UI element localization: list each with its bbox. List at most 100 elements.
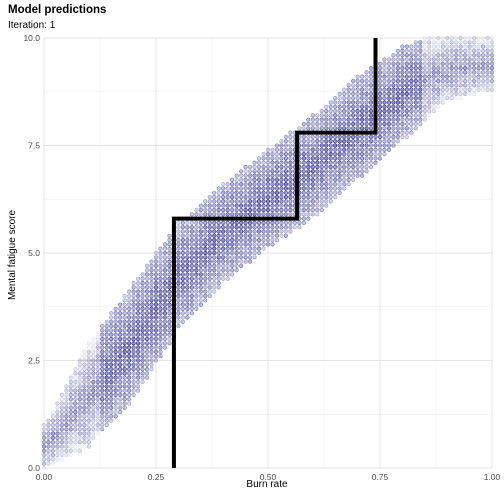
data-point (189, 233, 194, 238)
data-point (368, 160, 374, 165)
data-point (189, 255, 194, 260)
data-point (131, 358, 136, 363)
data-point (140, 272, 145, 277)
data-point (467, 74, 472, 79)
data-point (337, 126, 342, 131)
data-point (153, 345, 159, 350)
data-point (118, 367, 123, 372)
data-point (158, 328, 163, 333)
data-point (431, 91, 436, 96)
data-point (86, 367, 91, 372)
data-point (185, 272, 190, 277)
data-point (91, 427, 96, 432)
data-point (109, 319, 114, 324)
data-point (324, 126, 329, 131)
data-point (400, 57, 405, 62)
data-point (333, 156, 338, 161)
data-point (127, 384, 132, 389)
data-point (167, 263, 172, 269)
data-point (91, 384, 96, 389)
data-point (382, 65, 387, 71)
data-point (463, 78, 468, 84)
data-point (109, 315, 114, 320)
data-point (337, 113, 342, 118)
data-point (64, 435, 69, 441)
data-point (122, 349, 127, 355)
data-point (109, 414, 114, 419)
data-point (95, 375, 100, 380)
data-point (162, 311, 168, 316)
data-point (297, 220, 302, 225)
data-point (185, 281, 190, 286)
data-point (127, 298, 132, 303)
data-point (207, 238, 212, 243)
data-point (234, 173, 239, 178)
data-point (328, 134, 333, 139)
data-point (243, 199, 248, 204)
data-point (59, 427, 65, 432)
data-point (431, 104, 436, 109)
data-point (153, 255, 159, 260)
data-point (422, 40, 427, 45)
data-point (301, 212, 306, 217)
data-point (342, 156, 347, 161)
data-point (185, 293, 190, 299)
data-point (319, 190, 324, 195)
data-point (400, 70, 405, 75)
data-point (122, 336, 127, 342)
data-point (458, 74, 463, 79)
data-point (239, 212, 244, 217)
data-point (306, 212, 311, 217)
data-point (377, 100, 383, 105)
data-point (319, 169, 324, 174)
data-point (91, 418, 96, 423)
data-point (252, 225, 257, 230)
data-point (252, 190, 257, 195)
data-point (400, 91, 405, 96)
data-point (288, 220, 293, 225)
data-point (68, 397, 73, 402)
data-point (364, 113, 369, 118)
data-point (279, 156, 284, 161)
data-point (449, 61, 454, 66)
data-point (373, 143, 378, 148)
data-point (234, 207, 239, 213)
data-point (46, 418, 51, 423)
data-point (382, 117, 387, 122)
data-point (77, 427, 82, 432)
data-point (118, 384, 123, 389)
data-point (270, 186, 275, 191)
data-point (382, 113, 387, 118)
data-point (82, 444, 87, 449)
data-point (153, 311, 159, 316)
data-point (198, 255, 203, 260)
data-point (91, 392, 96, 398)
data-point (167, 285, 172, 290)
data-point (315, 182, 320, 187)
data-point (176, 255, 181, 260)
data-point (73, 392, 78, 398)
data-point (274, 207, 280, 213)
data-point (355, 134, 360, 139)
data-point (292, 225, 297, 230)
data-point (149, 315, 154, 320)
data-point (342, 164, 347, 170)
data-point (109, 336, 114, 342)
data-point (212, 229, 217, 234)
data-point (427, 104, 432, 109)
data-point (342, 96, 347, 101)
data-point (418, 108, 423, 114)
data-point (471, 91, 477, 96)
data-point (449, 35, 454, 41)
data-point (382, 96, 387, 101)
data-point (64, 392, 69, 398)
data-point (127, 332, 132, 337)
data-point (127, 306, 132, 312)
data-point (153, 319, 159, 324)
data-point (445, 74, 450, 79)
data-point (118, 388, 123, 393)
data-point (189, 302, 194, 307)
data-point (140, 345, 145, 350)
data-point (203, 281, 208, 286)
data-point (73, 422, 78, 428)
